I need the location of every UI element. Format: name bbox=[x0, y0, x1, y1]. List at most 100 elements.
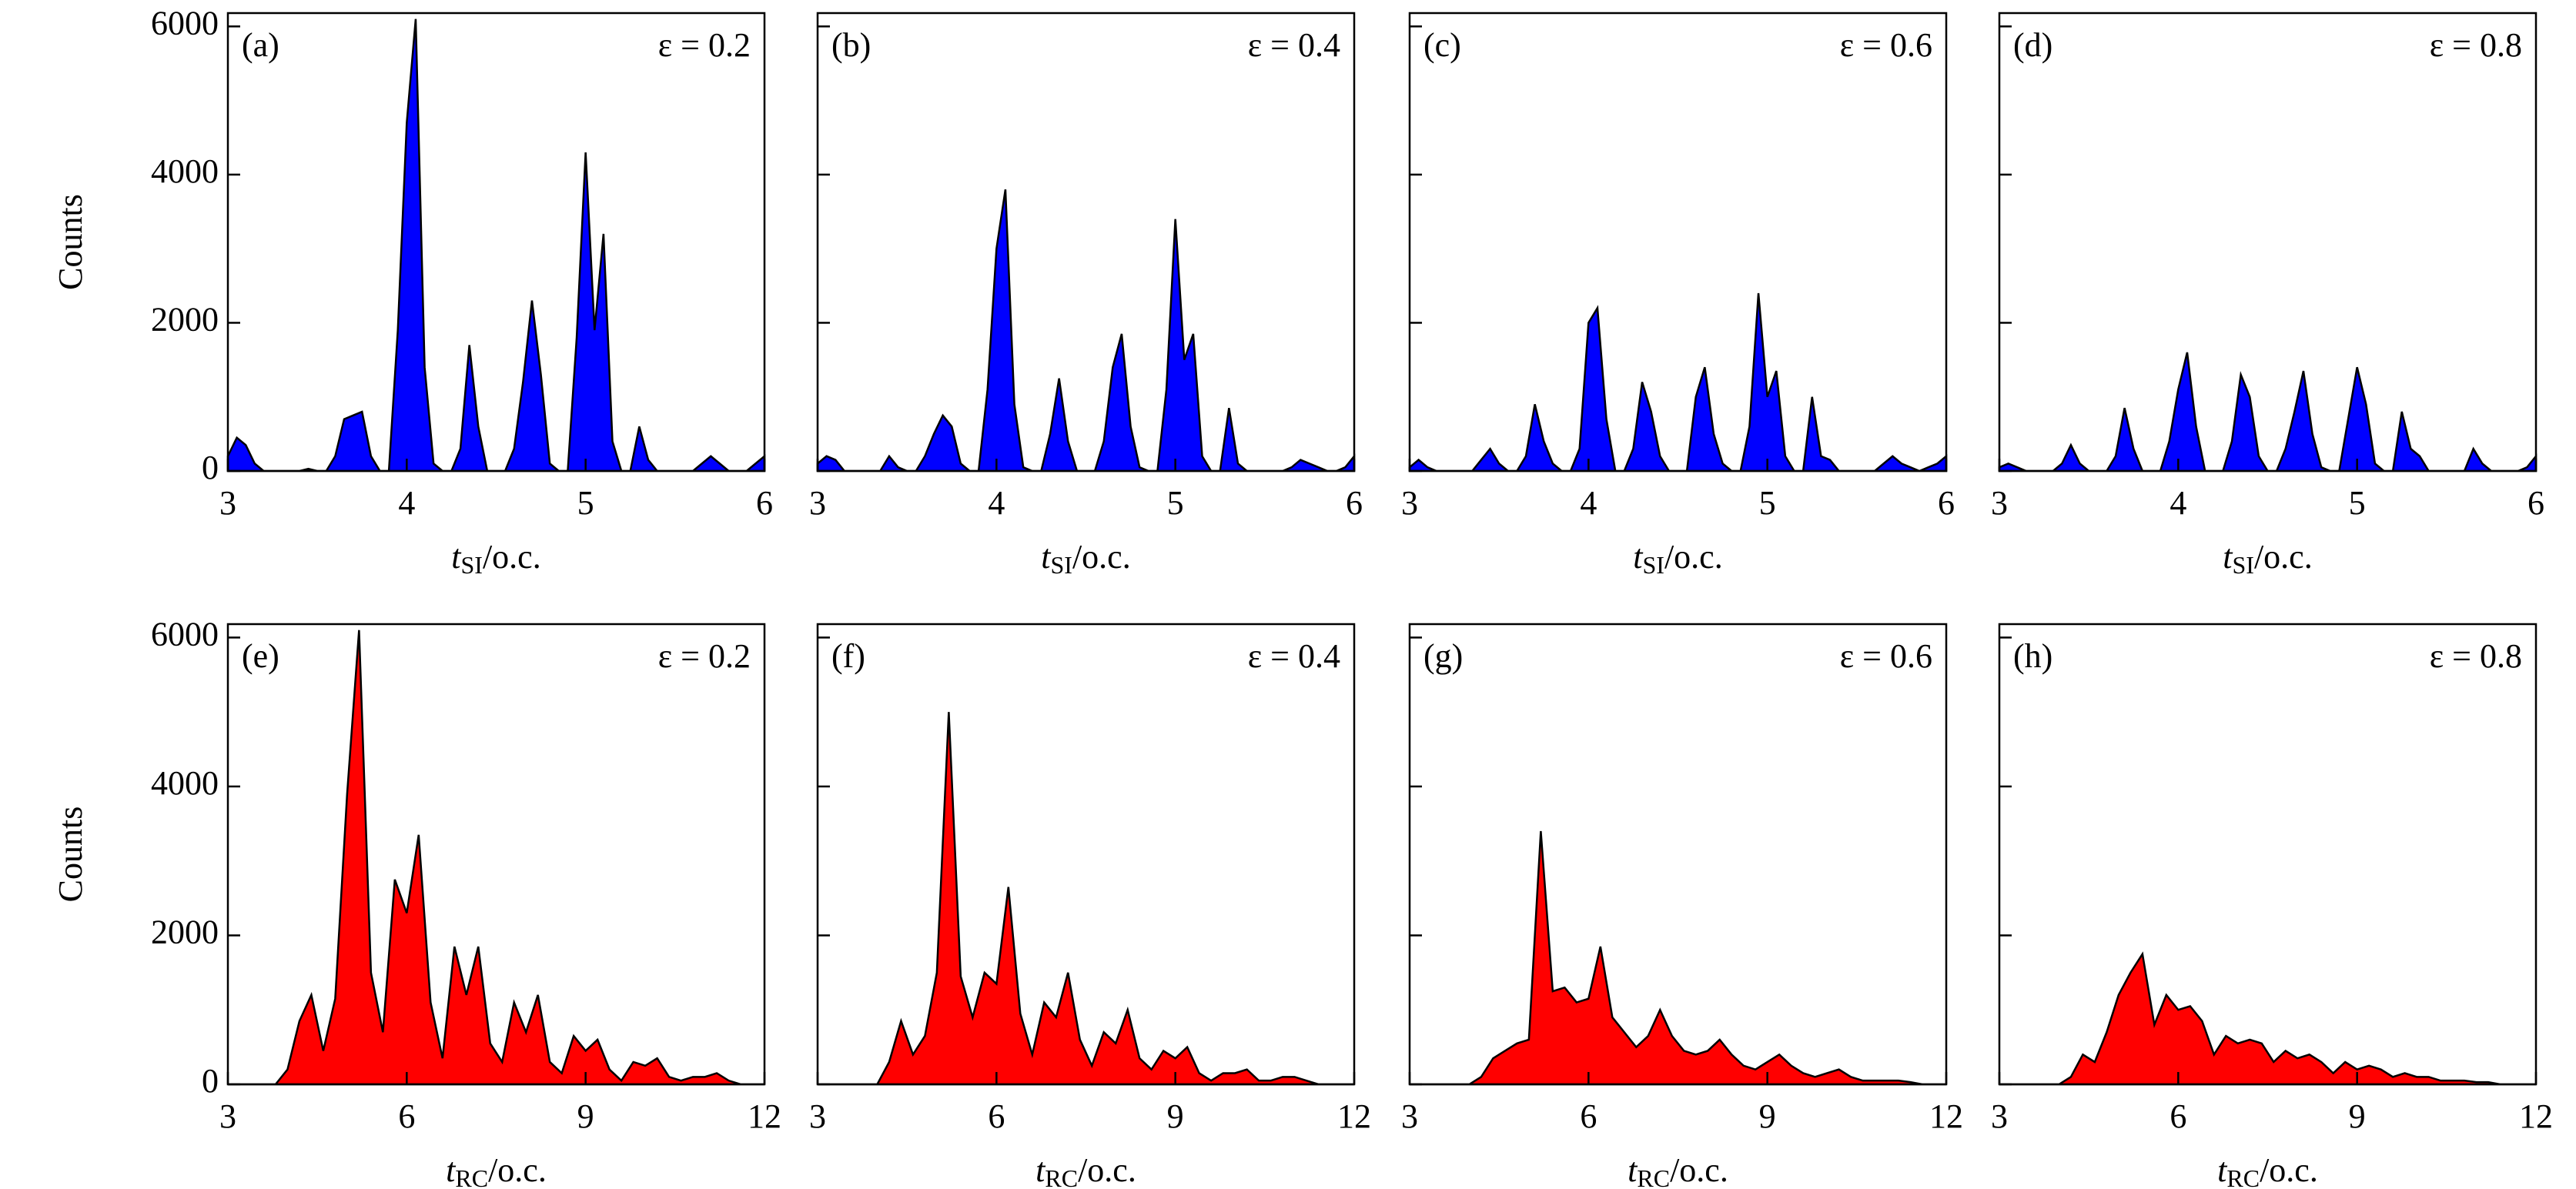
x-tick-label: 9 bbox=[1759, 1097, 1776, 1135]
panel-label: (d) bbox=[2013, 26, 2052, 64]
x-tick-label: 3 bbox=[809, 484, 826, 522]
x-tick-label: 9 bbox=[1167, 1097, 1184, 1135]
y-tick-label: 6000 bbox=[151, 616, 219, 653]
y-tick-label: 6000 bbox=[151, 4, 219, 42]
x-label-symbol: t bbox=[446, 1151, 457, 1189]
annotation: ε = 0.8 bbox=[2430, 26, 2522, 64]
y-tick-label: 2000 bbox=[151, 301, 219, 339]
panel: 3 6 9 12 (h) ε = 0.8 tRC/o.c. bbox=[1991, 623, 2553, 1189]
plot-frame bbox=[1408, 623, 1948, 1086]
x-tick-label: 4 bbox=[988, 484, 1005, 522]
x-tick-label: 5 bbox=[1167, 484, 1184, 522]
panel-label: (e) bbox=[242, 637, 279, 675]
panel-label: (g) bbox=[1423, 637, 1463, 675]
x-tick-label: 6 bbox=[988, 1097, 1005, 1135]
plot-frame bbox=[226, 623, 766, 1086]
x-tick-label: 6 bbox=[1938, 484, 1955, 522]
x-label-subscript: RC bbox=[455, 1164, 488, 1189]
panel-label: (a) bbox=[242, 26, 279, 64]
x-label-symbol: t bbox=[1628, 1151, 1638, 1189]
x-tick-label: 12 bbox=[1929, 1097, 1963, 1135]
x-tick-label: 6 bbox=[1346, 484, 1363, 522]
x-tick-label: 9 bbox=[577, 1097, 594, 1135]
panel-label: (b) bbox=[831, 26, 871, 64]
x-label-symbol: t bbox=[451, 538, 462, 576]
x-tick-label: 12 bbox=[1337, 1097, 1371, 1135]
x-tick-label: 6 bbox=[1580, 1097, 1597, 1135]
x-axis-label: tRC/o.c. bbox=[1628, 1151, 1728, 1189]
x-tick-label: 3 bbox=[1991, 1097, 2008, 1135]
x-tick-label: 3 bbox=[809, 1097, 826, 1135]
x-label-symbol: t bbox=[2223, 538, 2233, 576]
x-tick-label: 9 bbox=[2349, 1097, 2366, 1135]
panel: 3 4 5 6 (c) ε = 0.6 tSI/o.c. bbox=[1401, 12, 1955, 579]
annotation: ε = 0.6 bbox=[1840, 637, 1932, 675]
x-label-unit: /o.c. bbox=[488, 1151, 547, 1189]
x-label-unit: /o.c. bbox=[1078, 1151, 1136, 1189]
x-tick-label: 12 bbox=[748, 1097, 781, 1135]
panel: 0 2000 4000 6000 3 6 9 12 (e) ε = 0.2 tRC/o.c. Coun… bbox=[52, 616, 781, 1189]
x-tick-label: 3 bbox=[219, 1097, 236, 1135]
plot-frame bbox=[226, 12, 766, 473]
area bbox=[1998, 352, 2538, 473]
x-label-unit: /o.c. bbox=[1664, 538, 1723, 576]
area bbox=[1408, 292, 1948, 473]
panel-label: (f) bbox=[831, 637, 865, 675]
x-label-symbol: t bbox=[1035, 1151, 1046, 1189]
x-label-unit: /o.c. bbox=[2260, 1151, 2318, 1189]
x-label-subscript: SI bbox=[1643, 551, 1664, 579]
x-label-unit: /o.c. bbox=[1072, 538, 1131, 576]
area bbox=[818, 712, 1354, 1086]
x-tick-label: 4 bbox=[398, 484, 415, 522]
panel: 3 6 9 12 (g) ε = 0.6 tRC/o.c. bbox=[1401, 623, 1963, 1189]
x-tick-label: 6 bbox=[756, 484, 773, 522]
x-tick-label: 6 bbox=[398, 1097, 415, 1135]
y-tick-label: 4000 bbox=[151, 152, 219, 190]
area bbox=[816, 189, 1356, 473]
x-label-subscript: RC bbox=[1637, 1164, 1670, 1189]
panel-label: (h) bbox=[2013, 637, 2052, 675]
annotation: ε = 0.4 bbox=[1248, 26, 1340, 64]
panel-label: (c) bbox=[1423, 26, 1461, 64]
x-axis-label: tSI/o.c. bbox=[1633, 538, 1722, 579]
plot-frame bbox=[816, 12, 1356, 473]
x-axis-label: tSI/o.c. bbox=[1041, 538, 1130, 579]
plot-frame bbox=[1998, 12, 2538, 473]
x-tick-label: 12 bbox=[2519, 1097, 2553, 1135]
plot-frame bbox=[816, 623, 1356, 1086]
x-axis-label: tSI/o.c. bbox=[451, 538, 540, 579]
x-label-subscript: RC bbox=[1045, 1164, 1078, 1189]
area bbox=[1410, 830, 1946, 1086]
x-tick-label: 5 bbox=[2349, 484, 2366, 522]
x-label-unit: /o.c. bbox=[1670, 1151, 1728, 1189]
y-tick-label: 2000 bbox=[151, 913, 219, 951]
x-label-unit: /o.c. bbox=[483, 538, 541, 576]
x-axis-label: tRC/o.c. bbox=[2217, 1151, 2318, 1189]
x-label-subscript: SI bbox=[461, 551, 483, 579]
x-label-subscript: SI bbox=[1051, 551, 1072, 579]
x-label-symbol: t bbox=[1041, 538, 1052, 576]
panel: 0 2000 4000 6000 3 4 5 6 (a) ε = 0.2 tSI/o.c. Count… bbox=[52, 4, 773, 579]
x-label-subscript: RC bbox=[2226, 1164, 2260, 1189]
panel: 3 6 9 12 (f) ε = 0.4 tRC/o.c. bbox=[809, 623, 1371, 1189]
plot-frame bbox=[1408, 12, 1948, 473]
area bbox=[1999, 951, 2536, 1086]
x-tick-label: 4 bbox=[2170, 484, 2186, 522]
x-axis-label: tRC/o.c. bbox=[1035, 1151, 1136, 1189]
y-tick-label: 4000 bbox=[151, 764, 219, 802]
annotation: ε = 0.2 bbox=[658, 637, 751, 675]
x-label-symbol: t bbox=[1633, 538, 1644, 576]
x-tick-label: 4 bbox=[1580, 484, 1597, 522]
annotation: ε = 0.8 bbox=[2430, 637, 2522, 675]
x-axis-label: tSI/o.c. bbox=[2223, 538, 2312, 579]
annotation: ε = 0.2 bbox=[658, 26, 751, 64]
area bbox=[226, 18, 766, 473]
x-tick-label: 3 bbox=[219, 484, 236, 522]
x-tick-label: 3 bbox=[1401, 1097, 1418, 1135]
annotation: ε = 0.6 bbox=[1840, 26, 1932, 64]
x-label-symbol: t bbox=[2217, 1151, 2228, 1189]
x-tick-label: 6 bbox=[2527, 484, 2544, 522]
x-tick-label: 3 bbox=[1401, 484, 1418, 522]
y-axis-label: Counts bbox=[52, 194, 89, 290]
